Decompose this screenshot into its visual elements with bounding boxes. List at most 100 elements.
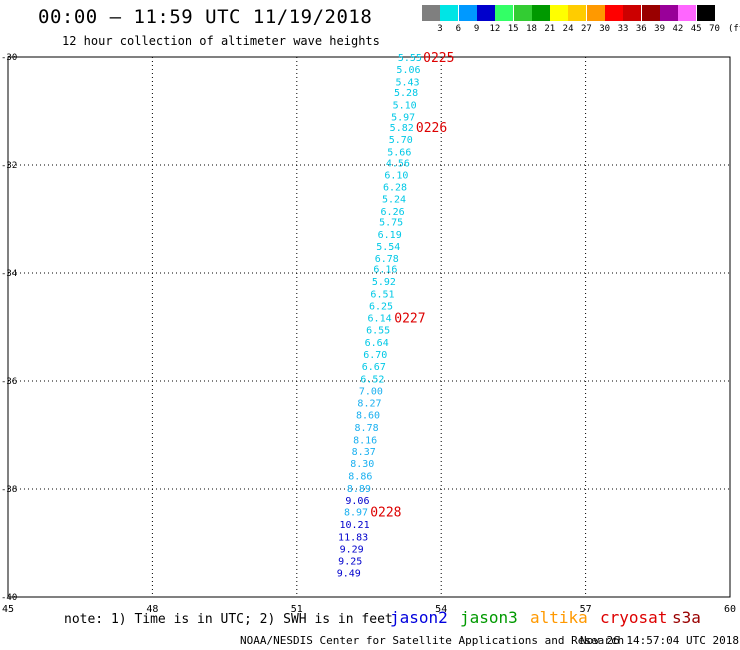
wave-height-label: 6.19 — [378, 230, 402, 241]
colorbar-tick-label: 33 — [617, 24, 629, 34]
y-tick-label: -32 — [1, 161, 17, 171]
footer-note: note: 1) Time is in UTC; 2) SWH is in fe… — [64, 612, 393, 627]
wave-height-label: 4.56 — [386, 158, 410, 169]
colorbar-swatch — [458, 5, 477, 21]
colorbar-swatch — [605, 5, 623, 21]
legend-item-altika: altika — [530, 608, 588, 627]
colorbar-tick-label: 21 — [544, 24, 556, 34]
wave-height-label: 6.16 — [373, 265, 397, 276]
wave-height-label: 8.89 — [347, 484, 371, 495]
colorbar-tick-label: 45 — [690, 24, 702, 34]
legend-item-jason3: jason3 — [460, 608, 518, 627]
time-label: 0228 — [370, 506, 401, 521]
page-title: 00:00 – 11:59 UTC 11/19/2018 — [38, 6, 373, 28]
wave-height-label: 7.00 — [359, 387, 383, 398]
y-tick-label: -40 — [1, 593, 17, 603]
wave-height-label: 8.86 — [348, 472, 372, 483]
wave-height-label: 5.06 — [396, 65, 420, 76]
wave-height-label: 9.29 — [340, 544, 364, 555]
colorbar-tick-label: 12 — [489, 24, 501, 34]
colorbar-swatch — [531, 5, 550, 21]
colorbar-swatch — [641, 5, 660, 21]
wave-height-label: 8.16 — [353, 435, 377, 446]
wave-height-label: 6.78 — [375, 254, 399, 265]
wave-height-label: 6.55 — [366, 326, 390, 337]
wave-height-label: 10.21 — [340, 520, 370, 531]
wave-height-label: 9.25 — [338, 556, 362, 567]
colorbar-tick-label: 36 — [635, 24, 647, 34]
wave-height-label: 8.78 — [355, 423, 379, 434]
page-subtitle: 12 hour collection of altimeter wave hei… — [62, 34, 380, 48]
colorbar-unit-label: (ft) — [728, 24, 740, 34]
wave-height-label: 8.97 — [344, 508, 368, 519]
colorbar-tick-label: 6 — [455, 24, 461, 34]
wave-height-label: 11.83 — [338, 533, 368, 544]
wave-height-label: 6.67 — [362, 362, 386, 373]
wave-height-label: 5.54 — [376, 242, 400, 253]
colorbar-swatch — [513, 5, 532, 21]
footer-timestamp: Nov 26 14:57:04 UTC 2018 — [580, 634, 739, 647]
wave-height-label: 9.06 — [345, 496, 369, 507]
wave-height-label: 8.60 — [356, 410, 380, 421]
wave-height-label: 8.27 — [357, 399, 381, 410]
time-label: 0225 — [423, 51, 454, 66]
colorbar-swatch — [476, 5, 495, 21]
wave-height-label: 6.14 — [368, 313, 392, 324]
colorbar-tick-label: 42 — [672, 24, 684, 34]
wave-height-label: 6.25 — [369, 301, 393, 312]
x-tick-label: 54 — [435, 604, 447, 615]
y-tick-label: -36 — [1, 377, 17, 387]
colorbar-swatch — [568, 5, 587, 21]
footer-credit: NOAA/NESDIS Center for Satellite Applica… — [240, 634, 625, 647]
wave-height-label: 6.64 — [365, 338, 389, 349]
colorbar-swatch — [550, 5, 569, 21]
colorbar-swatch — [586, 5, 605, 21]
wave-height-label: 5.66 — [387, 148, 411, 159]
colorbar-swatch — [440, 5, 459, 21]
colorbar-tick-label: 24 — [562, 24, 574, 34]
colorbar-tick-label: 27 — [580, 24, 592, 34]
time-label: 0226 — [416, 121, 447, 136]
colorbar-swatch — [678, 5, 697, 21]
x-tick-label: 60 — [724, 604, 736, 615]
wave-height-label: 5.70 — [389, 135, 413, 146]
wave-height-label: 5.97 — [391, 112, 415, 123]
x-tick-label: 57 — [580, 604, 592, 615]
wave-height-label: 6.10 — [384, 171, 408, 182]
y-tick-label: -38 — [1, 485, 17, 495]
y-tick-label: -34 — [1, 269, 17, 279]
legend-item-jason2: jason2 — [390, 608, 448, 627]
colorbar-swatch — [696, 5, 715, 21]
colorbar-tick-label: 70 — [709, 24, 720, 34]
colorbar-tick-label: 18 — [526, 24, 537, 34]
colorbar-tick-label: 39 — [654, 24, 666, 34]
colorbar-tick-label: 3 — [437, 24, 443, 34]
colorbar-tick-label: 9 — [473, 24, 480, 34]
legend-item-s3a: s3a — [672, 608, 701, 627]
wave-height-label: 5.28 — [394, 88, 418, 99]
wave-height-label: 5.75 — [379, 218, 403, 229]
x-tick-label: 48 — [146, 604, 158, 615]
colorbar-swatch — [623, 5, 642, 21]
wave-height-label: 5.43 — [395, 77, 419, 88]
wave-height-label: 5.82 — [390, 123, 414, 134]
wave-height-label: 6.51 — [370, 290, 394, 301]
plot-frame — [7, 56, 731, 598]
wave-height-label: 6.28 — [383, 183, 407, 194]
wave-height-label: 5.10 — [393, 101, 417, 112]
wave-height-label: 9.49 — [337, 569, 361, 580]
x-tick-label: 45 — [2, 604, 14, 615]
x-tick-label: 51 — [291, 604, 303, 615]
legend-item-cryosat: cryosat — [600, 608, 668, 627]
wave-height-label: 6.52 — [360, 374, 384, 385]
wave-height-label: 6.70 — [363, 350, 387, 361]
wave-height-label: 5.24 — [382, 194, 406, 205]
wave-height-label: 8.37 — [352, 447, 376, 458]
wave-height-label: 6.26 — [381, 207, 405, 218]
wave-height-label: 5.55 — [398, 53, 422, 64]
y-tick-label: -30 — [1, 53, 17, 63]
colorbar-swatch — [422, 5, 440, 21]
wave-height-label: 5.92 — [372, 277, 396, 288]
colorbar-swatch — [659, 5, 678, 21]
